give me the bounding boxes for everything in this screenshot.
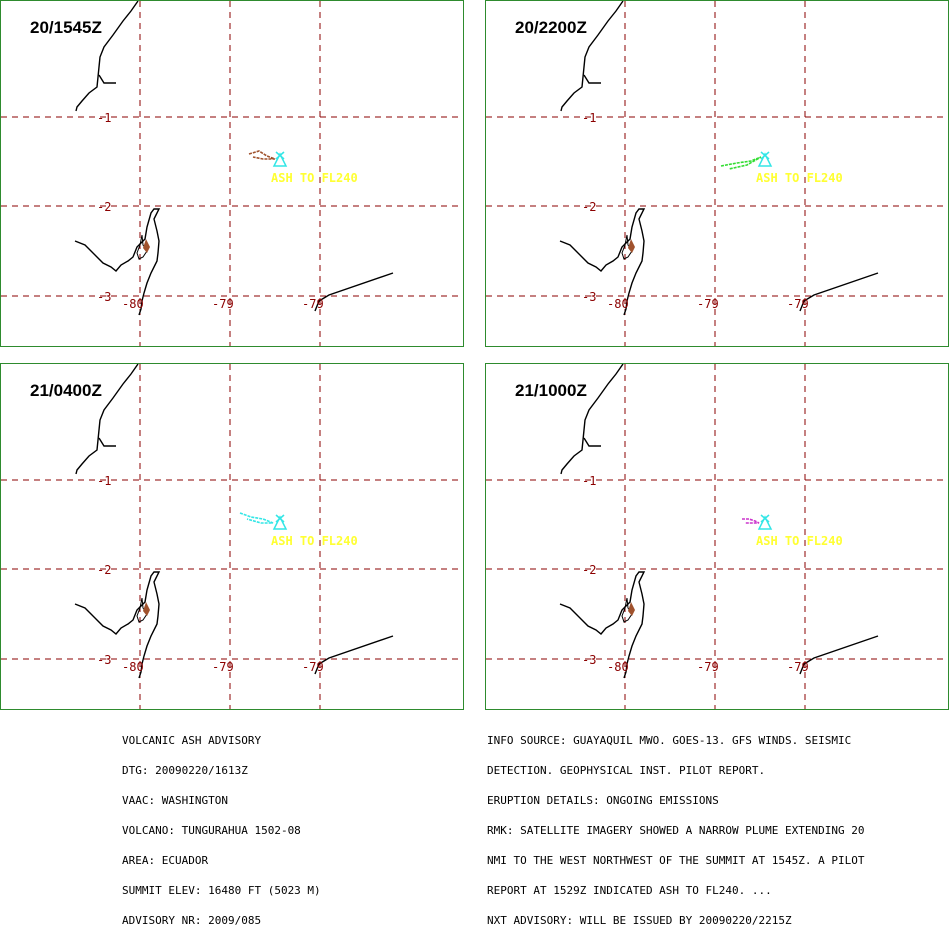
coastline-north (560, 1, 624, 112)
latitude-label: -3 (582, 290, 596, 304)
longitude-label: -79 (212, 297, 234, 311)
ash-label: ASH TO FL240 (271, 534, 358, 548)
map-canvas: -1 -2 -3 -80 -79 -79 ASH TO FL240 (1, 1, 463, 346)
latitude-label: -2 (582, 200, 596, 214)
coastline-headland (98, 437, 116, 447)
advisory-line: DTG: 20090220/1613Z (122, 764, 248, 777)
volcano-mark-icon (760, 151, 770, 160)
map-canvas: -1 -2 -3 -80 -79 -79 ASH TO FL240 (486, 1, 948, 346)
coastline-south (74, 571, 161, 679)
coastline-north (75, 364, 139, 475)
ash-plume (720, 156, 762, 170)
coastline-south (559, 571, 646, 679)
longitude-label: -80 (122, 297, 144, 311)
map-canvas: -1 -2 -3 -80 -79 -79 ASH TO FL240 (486, 364, 948, 709)
advisory-line: NXT ADVISORY: WILL BE ISSUED BY 20090220… (487, 914, 792, 927)
volcano-mark-icon (760, 514, 770, 523)
longitude-label: -79 (787, 660, 809, 674)
longitude-label: -80 (122, 660, 144, 674)
map-canvas: -1 -2 -3 -80 -79 -79 ASH TO FL240 (1, 364, 463, 709)
ash-plume (248, 150, 276, 160)
panel-timestamp: 20/2200Z (515, 18, 587, 37)
coastline-headland (583, 437, 601, 447)
latitude-label: -1 (582, 111, 596, 125)
volcano-mark-icon (275, 514, 285, 523)
map-panel: -1 -2 -3 -80 -79 -79 ASH TO FL240 20/2200Z (485, 0, 949, 347)
longitude-label: -79 (302, 660, 324, 674)
advisory-line: ADVISORY NR: 2009/085 (122, 914, 262, 927)
advisory-line: VOLCANIC ASH ADVISORY (122, 734, 262, 747)
panel-timestamp: 21/1000Z (515, 381, 587, 400)
island-marker (628, 239, 635, 253)
longitude-label: -79 (787, 297, 809, 311)
longitude-label: -79 (212, 660, 234, 674)
ash-label: ASH TO FL240 (271, 171, 358, 185)
coastline-south (559, 208, 646, 316)
latitude-label: -2 (97, 563, 111, 577)
volcano-mark-icon (275, 151, 285, 160)
map-panel: -1 -2 -3 -80 -79 -79 ASH TO FL240 21/0400Z (0, 363, 464, 710)
border-line (799, 635, 879, 675)
volcano-triangle-icon (272, 152, 288, 167)
ash-label: ASH TO FL240 (756, 171, 843, 185)
coastline-south (74, 208, 161, 316)
volcano-triangle-icon (757, 515, 773, 530)
border-line (314, 272, 394, 312)
border-line (314, 635, 394, 675)
advisory-line: VAAC: WASHINGTON (122, 794, 228, 807)
longitude-label: -80 (607, 660, 629, 674)
ash-plume (239, 512, 274, 524)
coastline-north (560, 364, 624, 475)
coastline-headland (583, 74, 601, 84)
map-panel: -1 -2 -3 -80 -79 -79 ASH TO FL240 20/1545Z (0, 0, 464, 347)
advisory-details-block: INFO SOURCE: GUAYAQUIL MWO. GOES-13. GFS… (487, 716, 865, 936)
volcano-triangle-icon (272, 515, 288, 530)
island-marker (143, 239, 150, 253)
panel-timestamp: 20/1545Z (30, 18, 102, 37)
ash-label: ASH TO FL240 (756, 534, 843, 548)
longitude-label: -79 (302, 297, 324, 311)
border-line (799, 272, 879, 312)
latitude-label: -2 (97, 200, 111, 214)
advisory-line: REPORT AT 1529Z INDICATED ASH TO FL240. … (487, 884, 772, 897)
latitude-label: -3 (97, 653, 111, 667)
coastline-north (75, 1, 139, 112)
ash-plume (742, 518, 760, 524)
advisory-line: INFO SOURCE: GUAYAQUIL MWO. GOES-13. GFS… (487, 734, 852, 747)
advisory-line: SUMMIT ELEV: 16480 FT (5023 M) (122, 884, 321, 897)
latitude-label: -3 (97, 290, 111, 304)
longitude-label: -79 (697, 297, 719, 311)
longitude-label: -80 (607, 297, 629, 311)
latitude-label: -1 (97, 474, 111, 488)
longitude-label: -79 (697, 660, 719, 674)
island-marker (628, 602, 635, 616)
panel-timestamp: 21/0400Z (30, 381, 102, 400)
map-panel: -1 -2 -3 -80 -79 -79 ASH TO FL240 21/1000Z (485, 363, 949, 710)
latitude-label: -3 (582, 653, 596, 667)
latitude-label: -1 (582, 474, 596, 488)
advisory-line: AREA: ECUADOR (122, 854, 209, 867)
island-marker (143, 602, 150, 616)
advisory-line: RMK: SATELLITE IMAGERY SHOWED A NARROW P… (487, 824, 865, 837)
latitude-label: -2 (582, 563, 596, 577)
advisory-line: VOLCANO: TUNGURAHUA 1502-08 (122, 824, 301, 837)
advisory-header-block: VOLCANIC ASH ADVISORY DTG: 20090220/1613… (122, 716, 321, 936)
advisory-line: NMI TO THE WEST NORTHWEST OF THE SUMMIT … (487, 854, 865, 867)
advisory-line: DETECTION. GEOPHYSICAL INST. PILOT REPOR… (487, 764, 766, 777)
coastline-headland (98, 74, 116, 84)
volcano-triangle-icon (757, 152, 773, 167)
advisory-line: ERUPTION DETAILS: ONGOING EMISSIONS (487, 794, 719, 807)
latitude-label: -1 (97, 111, 111, 125)
